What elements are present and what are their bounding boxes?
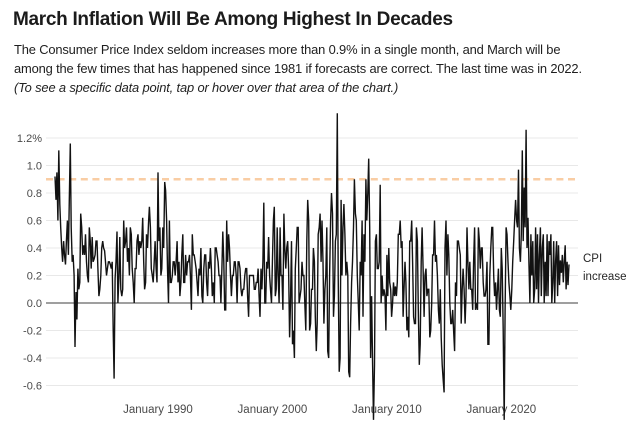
y-tick-label: 0.0 [27,298,42,310]
y-tick-label: -0.2 [23,326,42,338]
y-tick-label: -0.6 [23,381,42,393]
cpi-monthly-change-line[interactable] [54,113,570,420]
y-tick-label: 1.0 [27,161,42,173]
y-tick-label: 0.4 [27,243,42,255]
chart-title: March Inflation Will Be Among Highest In… [13,9,453,30]
x-tick-label: January 2000 [238,404,308,416]
x-tick-label: January 2020 [466,404,536,416]
chart-subtitle: The Consumer Price Index seldom increase… [14,41,626,78]
subtitle-line-1: The Consumer Price Index seldom increase… [14,42,561,57]
cpi-increase-annotation: CPI increase [583,253,627,283]
y-tick-label: -0.4 [23,353,42,365]
y-tick-label: 0.6 [27,216,42,228]
y-tick-label: 0.8 [27,188,42,200]
chart-hover-note: (To see a specific data point, tap or ho… [14,80,399,95]
y-tick-label: 1.2% [17,133,42,145]
subtitle-line-2: among the few times that has happened si… [14,60,582,76]
x-tick-label: January 1990 [123,404,193,416]
y-tick-label: 0.2 [27,271,42,283]
x-tick-label: January 2010 [352,404,422,416]
